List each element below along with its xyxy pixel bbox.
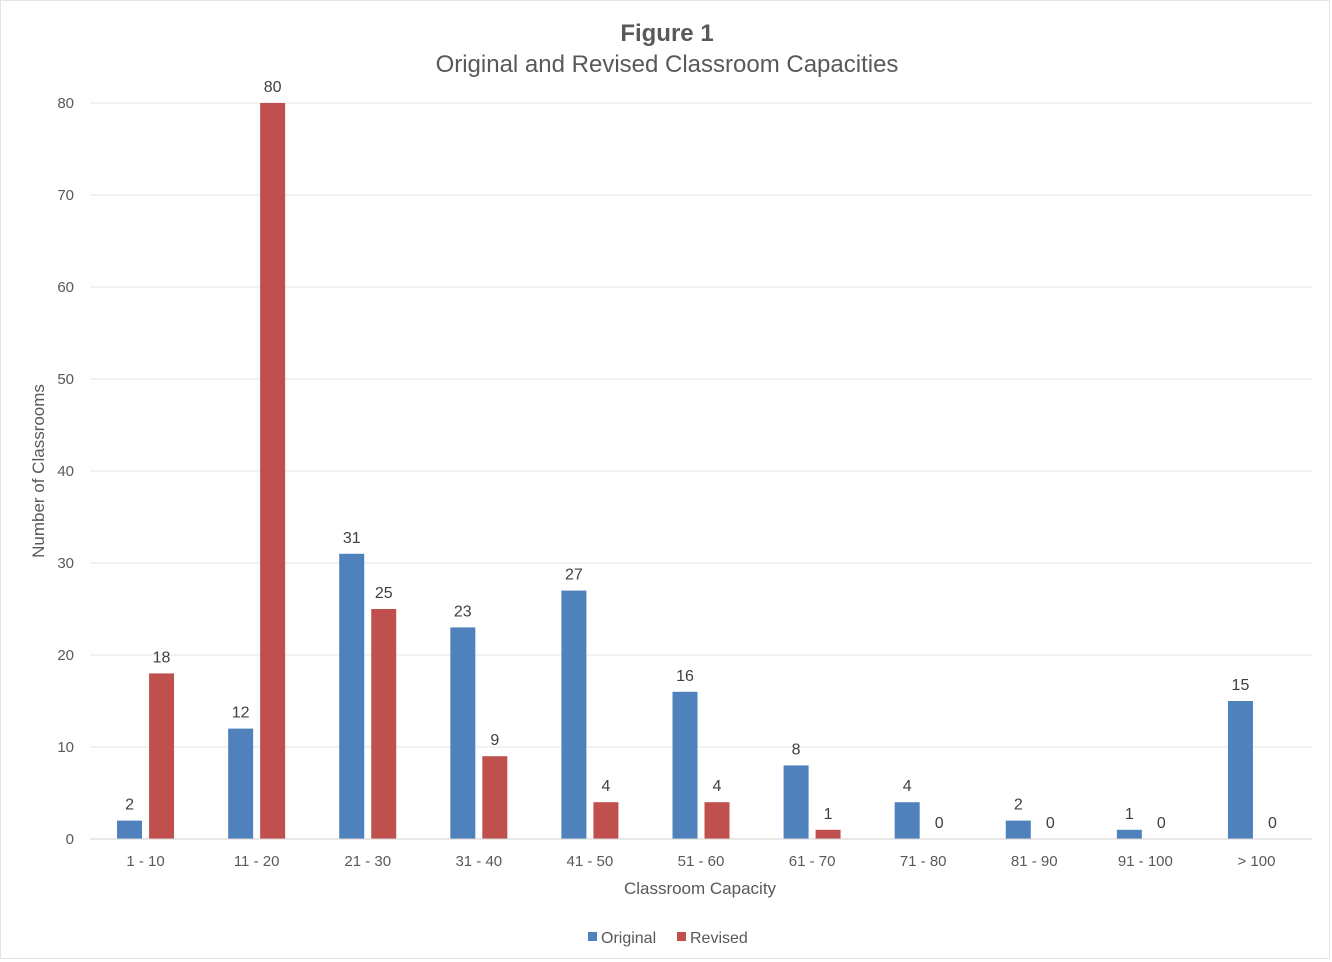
data-label-revised: 0 xyxy=(1046,815,1055,832)
data-label-original: 1 xyxy=(1125,806,1134,823)
x-tick-label: 51 - 60 xyxy=(678,853,725,870)
data-label-revised: 25 xyxy=(375,585,393,602)
data-label-revised: 18 xyxy=(153,649,171,666)
bar-revised xyxy=(371,609,397,839)
data-label-original: 2 xyxy=(125,797,134,814)
bar-revised xyxy=(260,103,286,839)
x-tick-label: 1 - 10 xyxy=(126,853,164,870)
legend: Original Revised xyxy=(588,930,748,947)
x-tick-label: 31 - 40 xyxy=(455,853,502,870)
chart-subtitle: Original and Revised Classroom Capacitie… xyxy=(436,51,899,78)
legend-label-original: Original xyxy=(601,930,656,947)
data-label-original: 15 xyxy=(1232,677,1250,694)
data-label-original: 8 xyxy=(792,741,801,758)
bar-original xyxy=(450,627,476,839)
x-tick-label: 61 - 70 xyxy=(789,853,836,870)
bar-original xyxy=(894,802,920,839)
y-tick-label: 0 xyxy=(66,831,74,848)
y-tick-label: 30 xyxy=(57,555,74,572)
bar-original xyxy=(339,553,365,839)
bar-revised xyxy=(815,829,841,839)
bar-revised xyxy=(704,802,730,839)
data-label-original: 16 xyxy=(676,668,694,685)
x-tick-label: > 100 xyxy=(1237,853,1275,870)
bar-original xyxy=(1116,829,1142,839)
bar-revised xyxy=(593,802,619,839)
data-label-original: 23 xyxy=(454,603,472,620)
x-axis-title: Classroom Capacity xyxy=(624,879,777,898)
x-tick-label: 71 - 80 xyxy=(900,853,947,870)
x-tick-label: 81 - 90 xyxy=(1011,853,1058,870)
y-tick-label: 50 xyxy=(57,371,74,388)
bar-original xyxy=(561,590,587,839)
x-tick-label: 11 - 20 xyxy=(234,853,280,870)
legend-swatch-revised xyxy=(677,932,686,941)
x-axis-ticks: 1 - 10 11 - 20 21 - 30 31 - 40 41 - 50 51 - 6… xyxy=(126,853,1275,870)
data-label-revised: 0 xyxy=(1157,815,1166,832)
bar-original xyxy=(1005,820,1031,839)
data-label-revised: 80 xyxy=(264,79,282,96)
bar-original xyxy=(1227,701,1253,839)
legend-label-revised: Revised xyxy=(690,930,748,947)
y-axis-ticks: 0 10 20 30 40 50 60 70 80 xyxy=(57,95,74,848)
x-tick-label: 21 - 30 xyxy=(344,853,391,870)
bar-original xyxy=(783,765,809,839)
data-label-revised: 0 xyxy=(1268,815,1277,832)
data-label-original: 12 xyxy=(232,705,250,722)
y-axis-title: Number of Classrooms xyxy=(29,384,48,558)
y-tick-label: 10 xyxy=(57,739,74,756)
data-label-revised: 1 xyxy=(824,806,833,823)
bar-revised xyxy=(482,756,508,839)
data-label-original: 27 xyxy=(565,567,583,584)
data-label-original: 2 xyxy=(1014,797,1023,814)
bar-revised xyxy=(149,673,175,839)
legend-swatch-original xyxy=(588,932,597,941)
data-label-revised: 4 xyxy=(713,778,722,795)
bars xyxy=(117,103,1253,839)
chart-title: Figure 1 xyxy=(620,20,713,47)
bar-original xyxy=(117,820,143,839)
y-tick-label: 40 xyxy=(57,463,74,480)
data-label-revised: 4 xyxy=(601,778,610,795)
x-tick-label: 91 - 100 xyxy=(1118,853,1173,870)
gridlines xyxy=(90,102,1312,748)
bar-original xyxy=(228,728,254,839)
x-tick-label: 41 - 50 xyxy=(567,853,614,870)
bar-original xyxy=(672,691,698,839)
data-label-original: 4 xyxy=(903,778,912,795)
y-tick-label: 20 xyxy=(57,647,74,664)
data-labels: 2 18 12 80 31 25 23 9 27 4 16 4 8 1 4 0 2 0 1 0 15 0 xyxy=(125,79,1277,832)
data-label-original: 31 xyxy=(343,530,361,547)
y-tick-label: 80 xyxy=(57,95,74,112)
y-tick-label: 70 xyxy=(57,187,74,204)
data-label-revised: 0 xyxy=(935,815,944,832)
y-tick-label: 60 xyxy=(57,279,74,296)
data-label-revised: 9 xyxy=(490,732,499,749)
